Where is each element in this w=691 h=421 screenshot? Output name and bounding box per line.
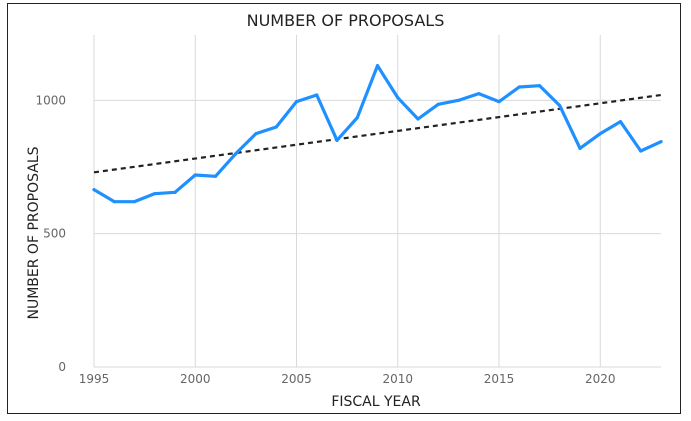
y-axis-ticks: 0 500 1000 xyxy=(35,93,66,374)
data-point xyxy=(173,190,177,194)
data-point xyxy=(375,64,380,68)
x-tick-label: 2020 xyxy=(585,372,616,386)
series-line xyxy=(92,64,663,204)
data-point xyxy=(517,85,521,89)
x-tick-label: 1995 xyxy=(79,372,110,386)
data-point xyxy=(558,104,562,108)
data-point xyxy=(234,152,238,156)
data-point xyxy=(416,117,420,121)
data-point xyxy=(639,149,643,153)
x-tick-label: 2005 xyxy=(281,372,312,386)
data-point xyxy=(497,100,501,104)
x-axis-label: FISCAL YEAR xyxy=(331,394,421,410)
trend-line xyxy=(93,93,662,174)
data-point xyxy=(153,192,157,196)
data-point xyxy=(598,132,602,136)
x-axis-ticks: 1995 2000 2005 2010 2015 2020 xyxy=(79,372,616,386)
y-axis-label: NUMBER OF PROPOSALS xyxy=(26,146,42,319)
x-tick-label: 2000 xyxy=(180,372,211,386)
chart-frame xyxy=(7,3,681,414)
data-point xyxy=(355,116,359,120)
data-point xyxy=(436,102,440,106)
x-tick-label: 2010 xyxy=(382,372,413,386)
data-point xyxy=(294,100,299,104)
data-point xyxy=(456,98,461,102)
data-point xyxy=(315,93,319,97)
gridlines xyxy=(93,35,661,368)
data-point xyxy=(335,138,339,142)
data-point xyxy=(213,174,218,178)
data-point xyxy=(659,140,663,144)
x-tick-label: 2015 xyxy=(484,372,515,386)
data-point xyxy=(112,200,116,204)
y-tick-label: 0 xyxy=(58,360,66,374)
data-point xyxy=(537,84,542,88)
data-point xyxy=(618,120,623,124)
data-point xyxy=(396,96,400,100)
y-tick-label: 1000 xyxy=(35,93,66,107)
data-point xyxy=(254,132,258,136)
data-point xyxy=(193,173,197,177)
data-point xyxy=(132,200,137,204)
data-points xyxy=(92,64,663,204)
data-point xyxy=(92,188,96,192)
data-point xyxy=(274,125,278,129)
data-point xyxy=(477,92,481,96)
data-point xyxy=(578,146,582,150)
chart-title: NUMBER OF PROPOSALS xyxy=(247,11,445,30)
y-tick-label: 500 xyxy=(43,227,66,241)
